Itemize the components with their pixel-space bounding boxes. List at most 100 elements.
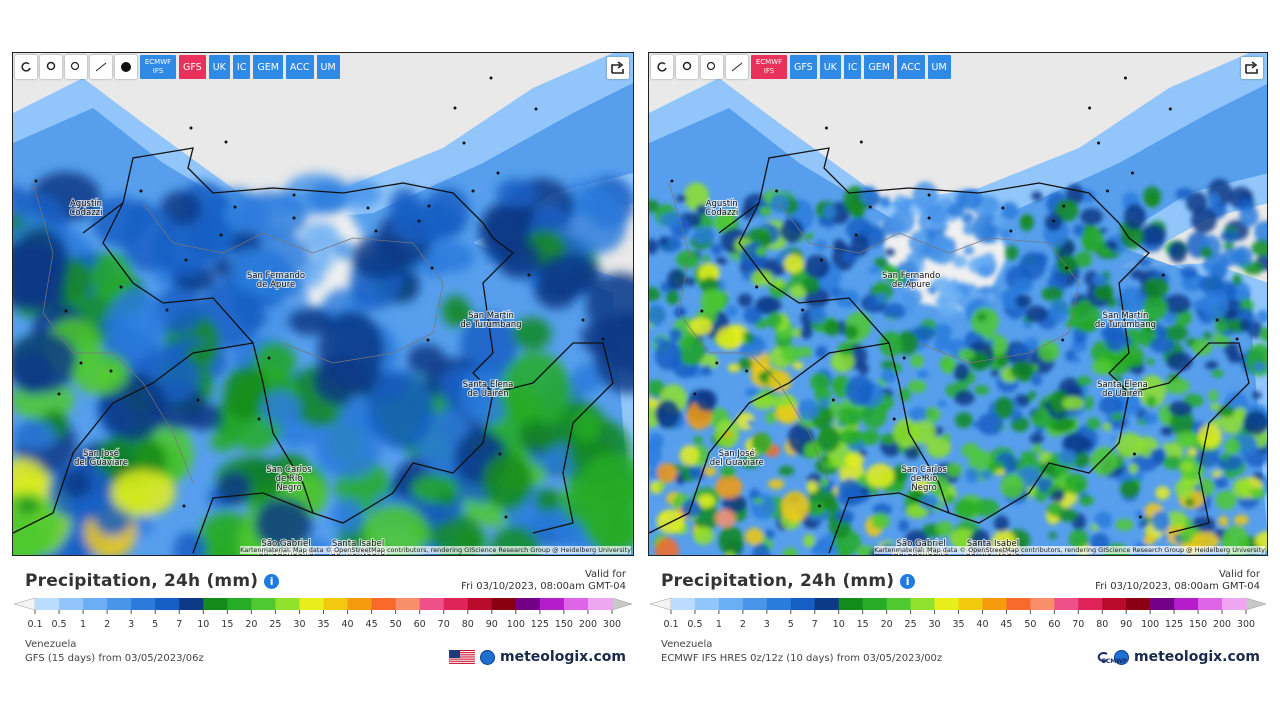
city-dot: [581, 318, 585, 322]
precip-field: [13, 171, 633, 555]
share-button[interactable]: [1241, 57, 1263, 79]
city-dot: [1052, 219, 1056, 223]
model-button[interactable]: UM: [316, 55, 340, 79]
attribution: Kartenmaterial: Map data © OpenStreetMap…: [874, 546, 1265, 554]
city-dot: [1106, 189, 1110, 193]
city-dot: [1123, 321, 1127, 325]
tool-icon[interactable]: [676, 55, 698, 79]
city-dot: [292, 216, 296, 220]
colorbar-segment: [1078, 598, 1103, 610]
border: [13, 342, 254, 534]
tool-icon[interactable]: [651, 55, 673, 79]
city-dot: [745, 369, 749, 373]
colorbar: 0.1 0.5 1 2 3 5 7 10 15 20 25 30 35 40 45 50 60 70 80 90 100…: [13, 598, 633, 630]
city-dot: [927, 193, 931, 197]
colorbar-label: 1: [80, 619, 86, 630]
colorbar-segment: [718, 598, 744, 610]
info-icon[interactable]: i: [900, 574, 916, 589]
tool-icon[interactable]: [701, 55, 723, 79]
model-button[interactable]: GFS: [790, 55, 817, 79]
state-border: [668, 182, 830, 484]
colorbar-label: 0.1: [663, 619, 678, 630]
share-button[interactable]: [607, 57, 629, 79]
borders: [13, 147, 614, 554]
border: [102, 202, 494, 524]
colorbar-segment: [790, 598, 816, 610]
city-dot: [498, 452, 502, 456]
colorbar-label: 15: [857, 619, 869, 630]
colorbar-label: 150: [555, 619, 573, 630]
city-dot: [453, 106, 457, 110]
colorbar-label: 0.5: [687, 619, 702, 630]
model-button[interactable]: GFS: [179, 55, 206, 79]
city-dot: [374, 229, 378, 233]
city-dot: [1097, 141, 1101, 145]
model-button[interactable]: UM: [927, 55, 951, 79]
city-dot: [219, 233, 223, 237]
valid-label: Valid for: [584, 569, 626, 580]
brand-globe: [1114, 649, 1130, 665]
city-dot: [427, 204, 431, 208]
tool-icon[interactable]: [15, 55, 37, 79]
colorbar-label: 100: [1141, 619, 1159, 630]
colorbar-segment: [814, 598, 840, 610]
city-dot: [1061, 338, 1065, 342]
model-button[interactable]: IC: [232, 55, 251, 79]
colorbar-segment: [323, 598, 349, 610]
city-dot: [486, 390, 490, 394]
state-borders: [668, 182, 1080, 484]
tool-icon[interactable]: [90, 55, 112, 79]
colorbar-label: 15: [221, 619, 233, 630]
model-button[interactable]: GEM: [253, 55, 283, 79]
toolbar: ECMWF IFS GFS UK IC GEM ACC UM: [15, 55, 340, 79]
tool-icon[interactable]: [40, 55, 62, 79]
colorbar-segment: [982, 598, 1007, 610]
tool-icon[interactable]: [65, 55, 87, 79]
model-button[interactable]: ACC: [896, 55, 925, 79]
colorbar-label: 60: [414, 619, 426, 630]
city-dot: [417, 219, 421, 223]
info-icon[interactable]: i: [264, 574, 280, 589]
city-dot: [84, 209, 88, 213]
model-button[interactable]: UK: [208, 55, 230, 79]
city-dot: [139, 189, 143, 193]
colorbar-label: 7: [812, 619, 818, 630]
model-button[interactable]: ACC: [285, 55, 314, 79]
colorbar-segment: [766, 598, 792, 610]
model-button[interactable]: UK: [819, 55, 841, 79]
city-dot: [1001, 206, 1005, 210]
model-button[interactable]: ECMWF IFS: [140, 55, 176, 79]
city-dot: [184, 258, 188, 262]
tool-icon[interactable]: [115, 55, 137, 79]
colorbar-label: 25: [269, 619, 281, 630]
model-info: GFS (15 days) from 03/05/2023/06z: [25, 653, 204, 664]
city-dot: [854, 233, 858, 237]
colorbar-arrow-right: [611, 598, 633, 611]
colorbar-label: 40: [976, 619, 988, 630]
model-button[interactable]: IC: [843, 55, 862, 79]
city-dot: [892, 417, 896, 421]
model-button[interactable]: ECMWF IFS: [751, 55, 787, 79]
colorbar-arrow-right: [1245, 598, 1267, 611]
city-dot: [189, 126, 193, 130]
colorbar-arrow-left: [13, 598, 36, 611]
border: [738, 202, 1130, 524]
colorbar-label: 45: [1000, 619, 1012, 630]
model-button[interactable]: GEM: [864, 55, 894, 79]
model-info: ECMWF IFS HRES 0z/12z (10 days) from 03/…: [661, 653, 943, 664]
colorbar-label: 300: [603, 619, 621, 630]
colorbar-segment: [694, 598, 720, 610]
colorbar-label: 3: [128, 619, 134, 630]
colorbar-segment: [1198, 598, 1223, 610]
city-dot: [527, 273, 531, 277]
tool-icon[interactable]: [726, 55, 748, 79]
city-label: San José del Guaviare: [74, 448, 128, 468]
colorbar-label: 80: [1096, 619, 1108, 630]
colorbar-segment: [83, 598, 108, 610]
colorbar-label: 0.1: [27, 619, 42, 630]
region: Venezuela: [25, 639, 77, 650]
city-dot: [489, 76, 493, 80]
city-dot: [1065, 266, 1069, 270]
city-dot: [1130, 171, 1134, 175]
colorbar-label: 125: [531, 619, 549, 630]
